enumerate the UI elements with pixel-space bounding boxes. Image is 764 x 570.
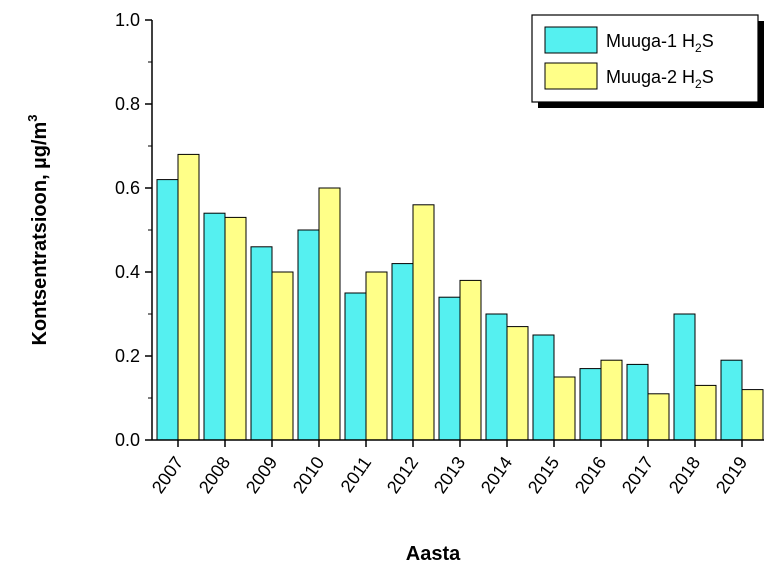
x-tick-label: 2011 xyxy=(337,453,376,496)
bar-1-2007 xyxy=(156,179,179,441)
bar-1-2019 xyxy=(720,359,743,441)
x-tick-label: 2016 xyxy=(571,453,610,497)
x-axis-title: Aasta xyxy=(406,543,461,565)
bars-group xyxy=(156,153,764,441)
bar-1-2015 xyxy=(532,334,555,441)
y-axis-title-superscript: 3 xyxy=(25,115,40,122)
bar-2-2019 xyxy=(741,389,764,441)
bar-1-2016 xyxy=(579,368,602,441)
x-tick-label: 2007 xyxy=(148,453,187,497)
bar-2-2013 xyxy=(459,279,482,441)
bar-2-2016 xyxy=(600,359,623,441)
bar-1-2009 xyxy=(250,246,273,441)
bar-2-2007 xyxy=(177,153,200,441)
x-ticks-group: 2007 2008 2009 2010 2011 2012 2013 2014 2015 2016… xyxy=(148,440,751,497)
bar-2-2012 xyxy=(412,204,435,441)
bar-1-2017 xyxy=(626,363,649,441)
legend: Muuga-1 H2S Muuga-2 H2S xyxy=(531,14,764,108)
legend-label-1: Muuga-1 H2S xyxy=(606,31,714,55)
bar-1-2018 xyxy=(673,313,696,441)
y-tick-label: 0.4 xyxy=(115,262,140,282)
x-tick-label: 2018 xyxy=(665,453,704,497)
y-tick-label: 0.6 xyxy=(115,178,140,198)
x-tick-label: 2010 xyxy=(289,453,328,497)
bar-2-2010 xyxy=(318,187,341,441)
x-tick-label: 2008 xyxy=(195,453,234,497)
y-tick-label: 0.2 xyxy=(115,346,140,366)
bar-2-2015 xyxy=(553,376,576,441)
x-tick-label: 2014 xyxy=(477,453,516,497)
bar-1-2014 xyxy=(485,313,508,441)
bar-1-2013 xyxy=(438,296,461,441)
bar-2-2008 xyxy=(224,216,247,441)
x-tick-label: 2012 xyxy=(383,453,422,497)
y-axis-title-main: Kontsentratsioon, µg/m xyxy=(29,122,51,346)
bar-2-2018 xyxy=(694,384,717,441)
y-axis-title: Kontsentratsioon, µg/m3 xyxy=(25,115,51,346)
y-tick-label: 0.8 xyxy=(115,94,140,114)
bar-1-2010 xyxy=(297,229,320,441)
bar-2-2014 xyxy=(506,326,529,441)
legend-swatch-1 xyxy=(544,26,598,54)
x-tick-label: 2015 xyxy=(524,453,563,497)
y-ticks-group: 0.0 0.2 0.4 0.6 0.8 1.0 xyxy=(115,10,152,450)
bar-2-2009 xyxy=(271,271,294,441)
legend-swatch-2 xyxy=(544,62,598,90)
y-tick-label: 1.0 xyxy=(115,10,140,30)
y-tick-label: 0.0 xyxy=(115,430,140,450)
bar-1-2008 xyxy=(203,212,226,441)
x-tick-label: 2017 xyxy=(618,453,657,497)
bar-2-2011 xyxy=(365,271,388,441)
bar-1-2011 xyxy=(344,292,367,441)
x-tick-label: 2019 xyxy=(712,453,751,497)
bar-1-2012 xyxy=(391,263,414,441)
legend-label-2: Muuga-2 H2S xyxy=(606,67,714,91)
x-tick-label: 2013 xyxy=(430,453,469,497)
x-tick-label: 2009 xyxy=(242,453,281,497)
bar-2-2017 xyxy=(647,393,670,441)
